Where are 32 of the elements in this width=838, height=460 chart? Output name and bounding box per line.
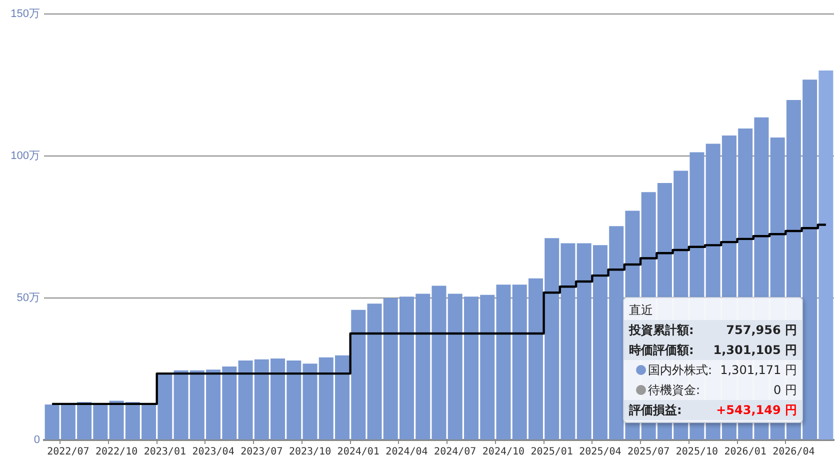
x-tick-label: 2023/07 [240,446,283,458]
x-tick-label: 2024/10 [482,446,525,458]
annotation: 1,301,171 円 [720,362,797,378]
annotation: +543,149 円 [716,402,797,418]
y-tick-label: 0 [34,434,40,446]
x-tick-label: 2023/10 [288,446,332,458]
annotation: 投資累計額: [629,322,694,338]
annotation: 国内外株式: [648,362,712,378]
x-tick-label: 2025/10 [676,446,718,458]
x-tick-label: 2025/04 [579,446,622,458]
annotation: 時価評価額: [629,342,694,358]
x-tick-label: 2022/10 [95,446,138,458]
x-tick-label: 2023/01 [144,446,186,458]
x-tick-label: 2024/01 [337,446,380,458]
annotation: 1,301,105 円 [713,342,797,358]
annotation: 直近 [629,302,653,318]
x-tick-label: 2025/07 [628,446,670,458]
x-tick-label: 2026/01 [724,446,766,458]
y-tick-label: 150万 [10,8,40,20]
x-tick-label: 2022/07 [47,446,90,458]
y-tick-label: 100万 [10,150,40,162]
annotation: 評価損益: [629,402,682,418]
annotation: 待機資金: [648,382,700,398]
x-tick-label: 2024/07 [434,446,476,458]
annotation: 757,956 円 [726,322,797,338]
bar [818,70,834,440]
x-tick-label: 2024/04 [386,446,428,458]
annotation: 0 円 [774,382,797,398]
x-tick-label: 2025/01 [530,446,573,458]
y-tick-label: 50万 [16,292,40,304]
x-tick-label: 2026/04 [772,446,815,458]
x-tick-label: 2023/04 [192,446,234,458]
